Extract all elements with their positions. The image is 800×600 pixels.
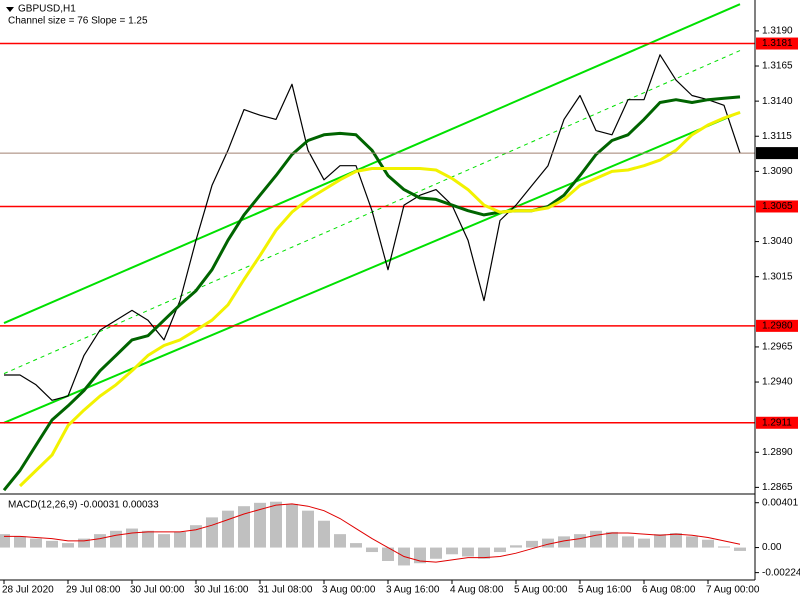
macd-bar xyxy=(0,534,10,548)
collapse-icon xyxy=(6,7,14,12)
channel-line xyxy=(3,111,741,424)
macd-bar xyxy=(366,547,378,553)
macd-bar xyxy=(382,547,394,561)
macd-bar xyxy=(110,530,122,548)
y-tick-label: 1.3140 xyxy=(762,96,793,107)
macd-bar xyxy=(270,501,282,548)
chart-title: GBPUSD,H1 xyxy=(18,4,76,15)
level-label-box xyxy=(756,319,798,332)
macd-bar xyxy=(430,547,442,559)
current-price-label: 1.3103 xyxy=(762,148,793,159)
macd-bar xyxy=(558,536,570,548)
y-tick-label: 1.2890 xyxy=(762,447,793,458)
x-tick-label: 28 Jul 2020 xyxy=(2,585,54,596)
macd-title: MACD(12,26,9) -0.00031 0.00033 xyxy=(8,500,159,511)
macd-bar xyxy=(350,543,362,548)
macd-bar xyxy=(718,546,730,548)
macd-bar xyxy=(654,534,666,548)
x-tick-label: 4 Aug 08:00 xyxy=(450,585,504,596)
y-tick-label: 1.2865 xyxy=(762,482,793,493)
macd-bar xyxy=(462,547,474,557)
y-tick-label: 1.3115 xyxy=(762,131,792,142)
macd-bar xyxy=(254,502,266,548)
current-price-box xyxy=(756,147,798,160)
y-tick-label: 1.3190 xyxy=(762,26,793,37)
level-label: 1.3065 xyxy=(762,201,793,212)
series-line xyxy=(4,54,741,401)
x-tick-label: 30 Jul 00:00 xyxy=(130,585,185,596)
macd-bar xyxy=(334,534,346,548)
macd-bar xyxy=(46,540,58,548)
x-tick-label: 7 Aug 00:00 xyxy=(706,585,760,596)
channel-line xyxy=(3,3,741,324)
macd-bar xyxy=(174,531,186,548)
y-tick-label: 1.3015 xyxy=(762,271,793,282)
macd-bar xyxy=(142,530,154,548)
macd-bar xyxy=(622,536,634,548)
macd-bar xyxy=(14,536,26,548)
x-tick-label: 30 Jul 16:00 xyxy=(194,585,249,596)
y-tick-label: 0.00401 xyxy=(762,497,799,508)
macd-bar xyxy=(686,536,698,548)
x-tick-label: 5 Aug 16:00 xyxy=(578,585,632,596)
chart-subtitle: Channel size = 76 Slope = 1.25 xyxy=(8,16,148,27)
y-tick-label: 1.2940 xyxy=(762,377,793,388)
level-label-box xyxy=(756,37,798,50)
macd-bar xyxy=(62,543,74,548)
macd-bar xyxy=(158,534,170,548)
macd-bar xyxy=(670,533,682,548)
level-label-box xyxy=(756,416,798,429)
x-tick-label: 3 Aug 16:00 xyxy=(386,585,440,596)
y-tick-label: 1.3090 xyxy=(762,166,793,177)
macd-bar xyxy=(510,545,522,548)
macd-bar xyxy=(206,517,218,548)
series-line xyxy=(18,110,741,488)
macd-bar xyxy=(734,547,746,551)
x-tick-label: 5 Aug 00:00 xyxy=(514,585,568,596)
macd-bar xyxy=(30,538,42,548)
series-line xyxy=(2,95,741,492)
macd-bar xyxy=(446,547,458,555)
macd-bar xyxy=(78,538,90,548)
level-label: 1.2980 xyxy=(762,320,793,331)
macd-bar xyxy=(574,534,586,548)
macd-bar xyxy=(526,540,538,548)
macd-bar xyxy=(542,538,554,548)
macd-bar xyxy=(286,503,298,548)
x-tick-label: 6 Aug 08:00 xyxy=(642,585,696,596)
y-tick-label: 0.00 xyxy=(762,542,782,553)
macd-bar xyxy=(414,547,426,564)
macd-bar xyxy=(318,520,330,548)
macd-bar xyxy=(494,547,506,553)
y-tick-label: 1.2965 xyxy=(762,342,793,353)
macd-bar xyxy=(638,538,650,548)
macd-bar xyxy=(478,547,490,559)
macd-bar xyxy=(238,506,250,548)
macd-bar xyxy=(606,531,618,548)
macd-bar xyxy=(190,525,202,548)
macd-bar xyxy=(590,530,602,548)
macd-bar xyxy=(302,510,314,548)
y-tick-label: 1.3165 xyxy=(762,61,793,72)
level-label-box xyxy=(756,200,798,213)
signal-line xyxy=(4,503,741,563)
y-tick-label: 1.3040 xyxy=(762,236,793,247)
macd-bar xyxy=(126,528,138,548)
x-tick-label: 29 Jul 08:00 xyxy=(66,585,121,596)
plot-layer xyxy=(0,3,755,566)
macd-bar xyxy=(94,534,106,548)
level-label: 1.2911 xyxy=(762,417,792,428)
x-tick-label: 3 Aug 00:00 xyxy=(322,585,376,596)
level-label: 1.3181 xyxy=(762,38,793,49)
macd-bar xyxy=(702,539,714,548)
macd-bar xyxy=(222,510,234,548)
x-tick-label: 31 Jul 08:00 xyxy=(258,585,313,596)
y-tick-label: -0.00224 xyxy=(762,567,800,578)
